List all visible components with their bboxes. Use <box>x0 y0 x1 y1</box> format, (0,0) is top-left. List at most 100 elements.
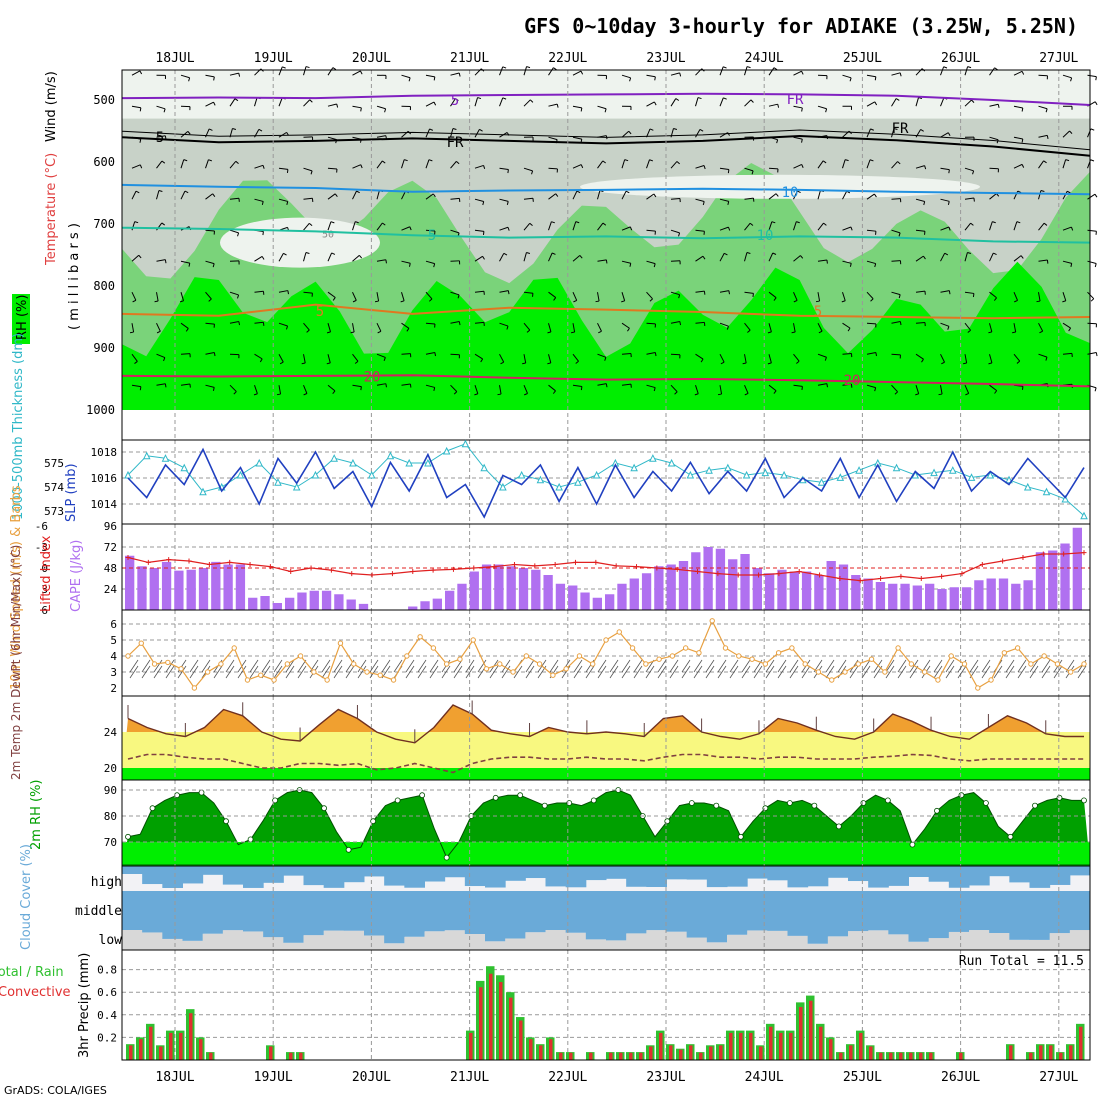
cape-bar <box>481 564 492 610</box>
precip-convective-bar <box>929 1052 933 1060</box>
cape-bar <box>925 583 935 610</box>
wind-barb <box>499 198 509 202</box>
surface-wind-barb <box>861 665 871 679</box>
precip-convective-bar <box>959 1052 963 1060</box>
wind-barb-flag <box>479 128 483 132</box>
wind-barb-flag <box>749 222 754 226</box>
wind-speed-point <box>749 656 755 662</box>
wind-barb-flag <box>184 190 189 194</box>
wind-barb <box>131 323 135 333</box>
wind-barb <box>523 322 531 331</box>
wind-barb-flag <box>301 362 306 365</box>
wind-barb-flag <box>352 299 357 303</box>
surface-wind-barb <box>285 659 295 673</box>
wind-barb <box>425 291 433 300</box>
cloud-middle-bar <box>928 891 950 921</box>
cape-bar <box>260 596 270 610</box>
wind-barb-flag <box>726 326 729 330</box>
wind-barb <box>744 291 754 294</box>
lifted-index-point <box>1040 551 1046 557</box>
rh2m-point <box>590 797 597 804</box>
wind-barb <box>891 353 901 356</box>
wind-barb-flag <box>602 160 606 164</box>
precip-convective-bar <box>1069 1045 1073 1060</box>
cape-bar <box>469 571 479 610</box>
wind-barb <box>670 161 678 169</box>
wind-barb-flag <box>898 294 901 299</box>
wind-barb-flag <box>139 386 142 391</box>
wind-speed-point <box>443 661 450 667</box>
wind-barb <box>548 323 552 332</box>
wind-barb <box>352 70 361 76</box>
surface-wind-barb <box>609 659 619 673</box>
precip-convective-bar <box>759 1046 763 1060</box>
lifted-index-point <box>450 566 456 572</box>
wind-barb-flag <box>522 362 526 365</box>
wind-barb-flag <box>1045 356 1048 361</box>
wind-barb <box>744 222 751 231</box>
wind-speed-point <box>417 634 423 640</box>
cape-bar <box>235 564 246 610</box>
precip-tick-label: 0.4 <box>97 1009 117 1022</box>
wind-barb <box>278 253 284 262</box>
surface-wind-barb <box>129 659 139 673</box>
surface-wind-barb <box>933 659 943 673</box>
wind-barb-flag <box>477 97 482 100</box>
cloud-low-fill <box>868 921 889 931</box>
wind-barb <box>1062 130 1070 138</box>
lifted-index-point <box>898 573 904 579</box>
precip-convective-bar <box>469 1032 473 1060</box>
surface-wind-barb <box>417 659 427 673</box>
cloud-low-fill <box>666 921 688 932</box>
wind-barb-flag <box>1036 300 1041 303</box>
surface-wind-barb <box>297 659 307 673</box>
wind-barb <box>401 159 405 169</box>
wind-barb <box>401 260 411 264</box>
cloud-low-fill <box>243 921 264 932</box>
cape-bar <box>703 547 713 610</box>
precip-convective-bar <box>499 982 503 1060</box>
wind-speed-point <box>364 669 370 675</box>
precip-convective-bar <box>139 1039 143 1060</box>
wind-barb <box>817 322 823 332</box>
wind-barb-flag <box>208 159 212 162</box>
wind-barb-flag <box>456 161 460 165</box>
wind-barb-flag <box>948 290 951 295</box>
rh2m-point <box>492 794 499 801</box>
isotherm-line <box>121 129 1091 151</box>
wind-barb <box>744 252 748 262</box>
slp-axis-label: SLP (mb) <box>64 463 79 522</box>
wind-barb-flag <box>261 201 264 206</box>
surface-wind-barb <box>501 659 511 673</box>
wind-speed-point <box>550 672 556 678</box>
wind-barb <box>719 226 729 231</box>
wind-barb-flag <box>161 160 166 164</box>
wind-barb <box>548 67 554 76</box>
cloud-middle-bar <box>686 891 708 921</box>
wind-barb-flag <box>350 331 355 334</box>
wind-barb <box>744 322 751 331</box>
wind-speed-point <box>284 661 291 667</box>
surface-wind-barb <box>381 659 391 673</box>
cloud-low-fill <box>283 921 304 943</box>
wind-barb-flag <box>1021 107 1024 112</box>
wind-barb-flag <box>653 193 657 198</box>
lifted-index-point <box>206 562 212 567</box>
lifted-index-point <box>308 565 314 571</box>
surface-wind-barb <box>153 659 163 673</box>
cloud-high-bar <box>222 866 244 885</box>
cape-bar <box>186 569 196 610</box>
cape-bar <box>912 585 922 610</box>
cloud-middle-bar <box>1049 891 1071 921</box>
wind-barb <box>450 161 457 169</box>
wind-barb-flag <box>360 107 362 112</box>
wind-barb-flag <box>161 222 166 226</box>
wind-barb-flag <box>187 131 191 135</box>
cloud-high-bar <box>989 866 1010 877</box>
wind-barb-flag <box>703 165 706 170</box>
surface-wind-barb <box>165 665 175 679</box>
surface-wind-barb <box>849 665 859 679</box>
cape-bar <box>211 561 221 610</box>
cloud-high-bar <box>908 866 930 877</box>
